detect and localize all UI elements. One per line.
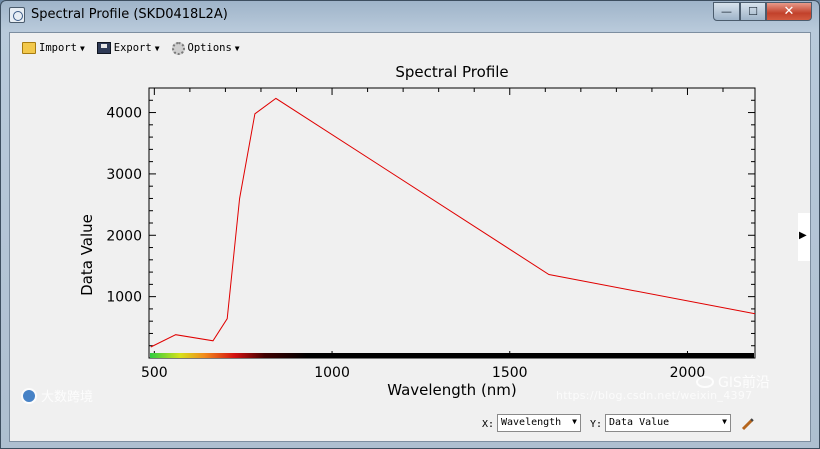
pen-icon[interactable]	[741, 417, 755, 431]
y-axis-label: Data Value	[78, 214, 96, 296]
x-tick-label: 1000	[314, 365, 350, 381]
options-menu-button[interactable]: Options ▼	[168, 38, 244, 58]
save-icon	[96, 42, 111, 54]
import-label: Import	[39, 42, 77, 54]
y-tick-label: 4000	[106, 106, 142, 122]
x-selector-label: X:	[482, 419, 495, 430]
minimize-button[interactable]: —	[713, 2, 740, 21]
expand-arrow-icon[interactable]: ▶	[799, 230, 807, 241]
window-title: Spectral Profile (SKD0418L2A)	[31, 7, 228, 22]
plot-frame	[148, 87, 756, 359]
chevron-down-icon: ▼	[572, 417, 577, 426]
axis-selector-bar: X: Wavelength ▼ Y: Data Value ▼	[10, 409, 810, 441]
gear-icon	[171, 41, 185, 55]
chevron-down-icon: ▼	[154, 43, 160, 53]
chat-bubble-icon	[696, 376, 714, 388]
y-tick-label: 3000	[106, 167, 142, 183]
y-selector-label: Y:	[590, 419, 603, 430]
spectrum-series-line	[150, 97, 756, 348]
watermark-left: 大数跨境	[21, 386, 93, 405]
title-bar[interactable]: Spectral Profile (SKD0418L2A) — ☐ ✕	[1, 1, 819, 31]
app-icon	[9, 7, 25, 23]
watermark-logo-icon	[21, 387, 37, 404]
x-tick-label: 500	[141, 365, 168, 381]
y-axis-select-value: Data Value	[609, 417, 670, 428]
watermark-url: https://blog.csdn.net/weixin_4397	[556, 389, 753, 402]
x-axis-select[interactable]: Wavelength ▼	[497, 414, 581, 432]
export-menu-button[interactable]: Export ▼	[93, 38, 164, 58]
chevron-down-icon: ▼	[234, 43, 240, 53]
watermark-right-text: GIS前沿	[718, 375, 770, 391]
side-panel-toggle[interactable]	[798, 213, 810, 261]
toolbar: Import ▼ Export ▼ Options ▼	[18, 38, 248, 58]
plot-area: 500 1000 1500 2000 1000 2000 3000 4000	[106, 87, 756, 381]
y-tick-label: 1000	[106, 290, 142, 306]
wavelength-colorbar	[150, 353, 754, 358]
import-menu-button[interactable]: Import ▼	[18, 38, 89, 58]
chevron-down-icon: ▼	[722, 417, 727, 426]
export-label: Export	[113, 42, 152, 54]
maximize-button[interactable]: ☐	[740, 2, 766, 21]
x-axis-label: Wavelength (nm)	[387, 381, 517, 399]
folder-icon	[22, 42, 36, 54]
close-button[interactable]: ✕	[766, 2, 812, 21]
chevron-down-icon: ▼	[79, 43, 85, 53]
client-area: Import ▼ Export ▼ Options ▼ ▶	[9, 32, 811, 442]
y-tick-label: 2000	[106, 228, 142, 244]
watermark-right: GIS前沿	[696, 372, 770, 392]
spectral-plot[interactable]: Spectral Profile 500 1000 1500 2000 1000 2000…	[10, 57, 790, 402]
watermark-left-text: 大数跨境	[41, 390, 94, 405]
chart-title: Spectral Profile	[395, 63, 508, 81]
options-label: Options	[187, 42, 232, 54]
x-axis-select-value: Wavelength	[501, 417, 562, 428]
x-tick-label: 2000	[670, 365, 706, 381]
x-tick-label: 1500	[492, 365, 528, 381]
y-axis-select[interactable]: Data Value ▼	[605, 414, 731, 432]
